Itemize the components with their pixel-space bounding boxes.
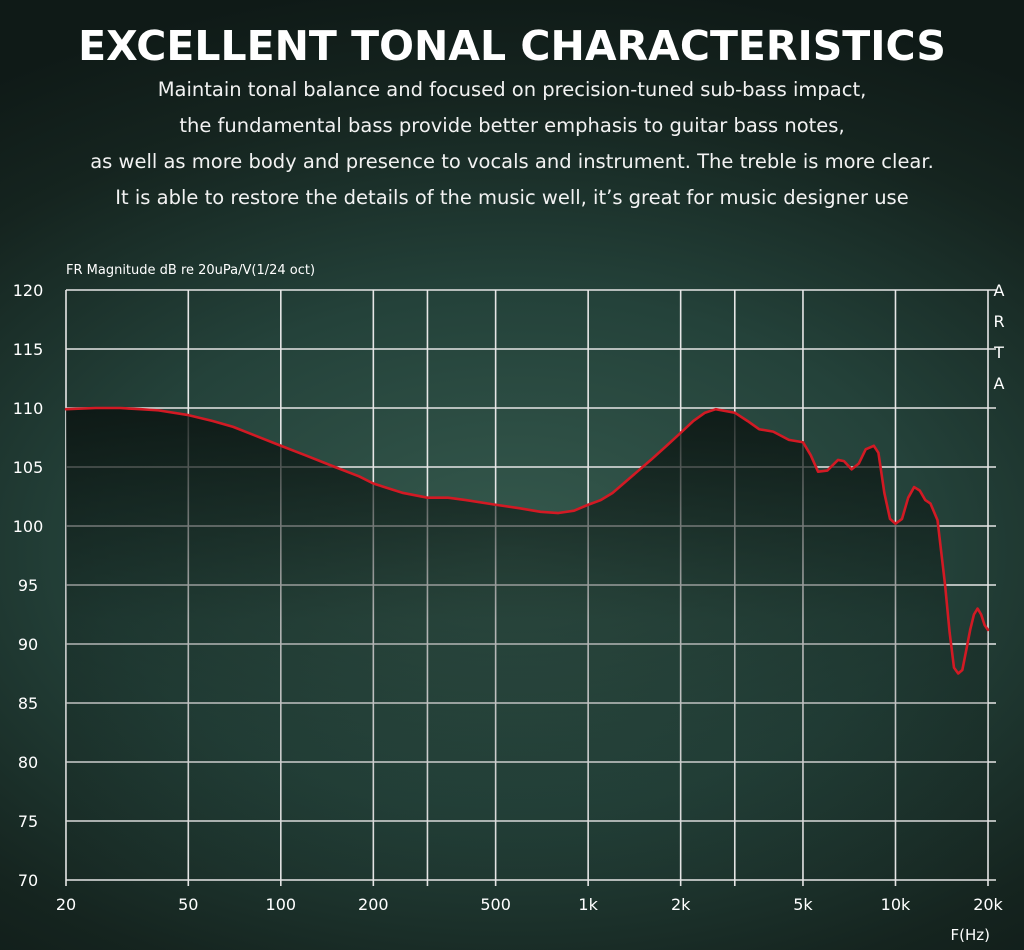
y-tick-label: 95 (18, 576, 38, 595)
y-tick-label: 120 (13, 281, 44, 300)
description: Maintain tonal balance and focused on pr… (0, 72, 1024, 216)
y-tick-label: 100 (13, 517, 44, 536)
x-tick-label: 20 (56, 895, 76, 914)
x-tick-label: 10k (881, 895, 911, 914)
y-tick-label: 75 (18, 812, 38, 831)
y-axis-label: FR Magnitude dB re 20uPa/V(1/24 oct) (66, 263, 315, 278)
y-tick-label: 80 (18, 753, 38, 772)
watermark-letter: A (994, 374, 1005, 393)
watermark-letter: A (994, 281, 1005, 300)
y-tick-label: 85 (18, 694, 38, 713)
x-tick-label: 1k (578, 895, 598, 914)
x-tick-label: 50 (178, 895, 198, 914)
y-tick-label: 105 (13, 458, 44, 477)
watermark-letter: T (993, 343, 1004, 362)
y-tick-label: 110 (13, 399, 44, 418)
x-tick-label: 2k (671, 895, 691, 914)
frequency-response-line (64, 406, 990, 675)
y-tick-label: 115 (13, 340, 44, 359)
watermark-letter: R (993, 312, 1004, 331)
description-line-4: It is able to restore the details of the… (115, 186, 909, 209)
x-tick-label: 20k (973, 895, 1003, 914)
description-line-2: the fundamental bass provide better emph… (179, 114, 845, 137)
x-tick-label: 100 (266, 895, 297, 914)
description-line-1: Maintain tonal balance and focused on pr… (157, 78, 867, 101)
y-tick-label: 90 (18, 635, 38, 654)
response-area-fill (66, 408, 988, 880)
page-title: EXCELLENT TONAL CHARACTERISTICS (78, 22, 946, 70)
description-line-3: as well as more body and presence to voc… (90, 150, 934, 173)
y-tick-label: 70 (18, 871, 38, 890)
x-tick-label: 200 (358, 895, 389, 914)
x-tick-label: 5k (793, 895, 813, 914)
x-tick-label: 500 (480, 895, 511, 914)
x-axis-label: F(Hz) (951, 926, 991, 944)
